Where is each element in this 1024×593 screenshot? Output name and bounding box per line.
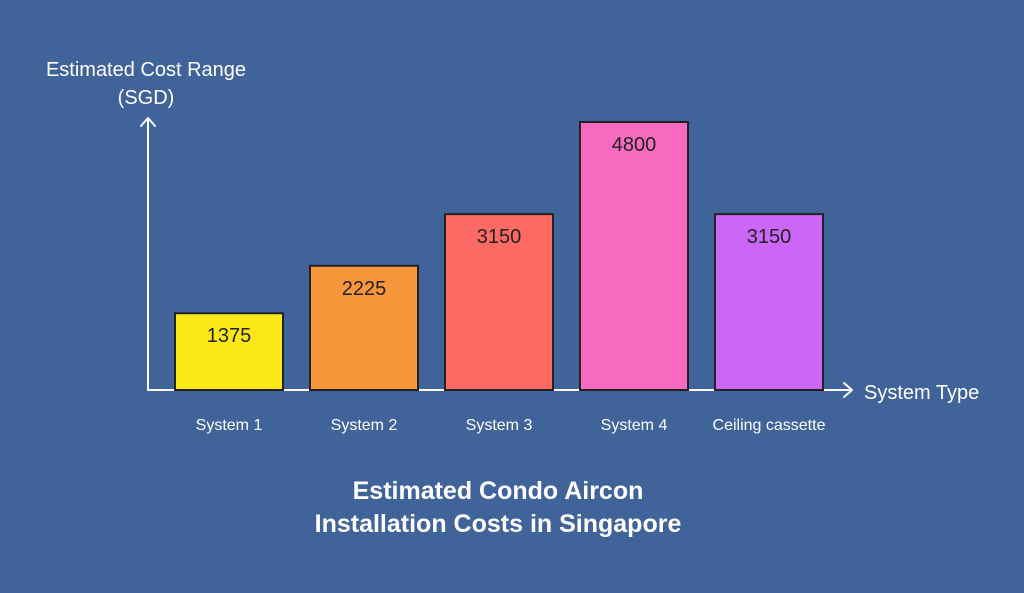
bar-4 [579, 121, 689, 391]
chart-title-line-1: Estimated Condo Aircon [353, 477, 644, 505]
bar-value-label-3: 3150 [477, 226, 522, 248]
y-axis-arrow-icon [140, 117, 156, 127]
bar-2 [309, 264, 419, 392]
y-axis-title-line-1: Estimated Cost Range [46, 59, 246, 81]
bar-1 [174, 312, 284, 391]
bar-value-label-1: 1375 [207, 325, 252, 347]
bar-3 [444, 213, 554, 391]
x-tick-label-1: System 1 [196, 417, 263, 434]
chart-title-line-2: Installation Costs in Singapore [315, 510, 682, 538]
x-axis-arrow-icon [843, 382, 853, 398]
x-tick-label-4: System 4 [601, 417, 668, 434]
y-axis-title-line-2: (SGD) [118, 87, 175, 109]
x-tick-label-5: Ceiling cassette [713, 417, 826, 434]
x-axis-title: System Type [864, 382, 979, 404]
bar-value-label-2: 2225 [342, 278, 387, 300]
x-tick-label-2: System 2 [331, 417, 398, 434]
x-tick-label-3: System 3 [466, 417, 533, 434]
bar-5 [714, 213, 824, 391]
bar-value-label-4: 4800 [612, 134, 657, 156]
bar-value-label-5: 3150 [747, 226, 792, 248]
bars-group: 1375 System 1 2225 System 2 3150 System 3 4800… [174, 121, 826, 434]
